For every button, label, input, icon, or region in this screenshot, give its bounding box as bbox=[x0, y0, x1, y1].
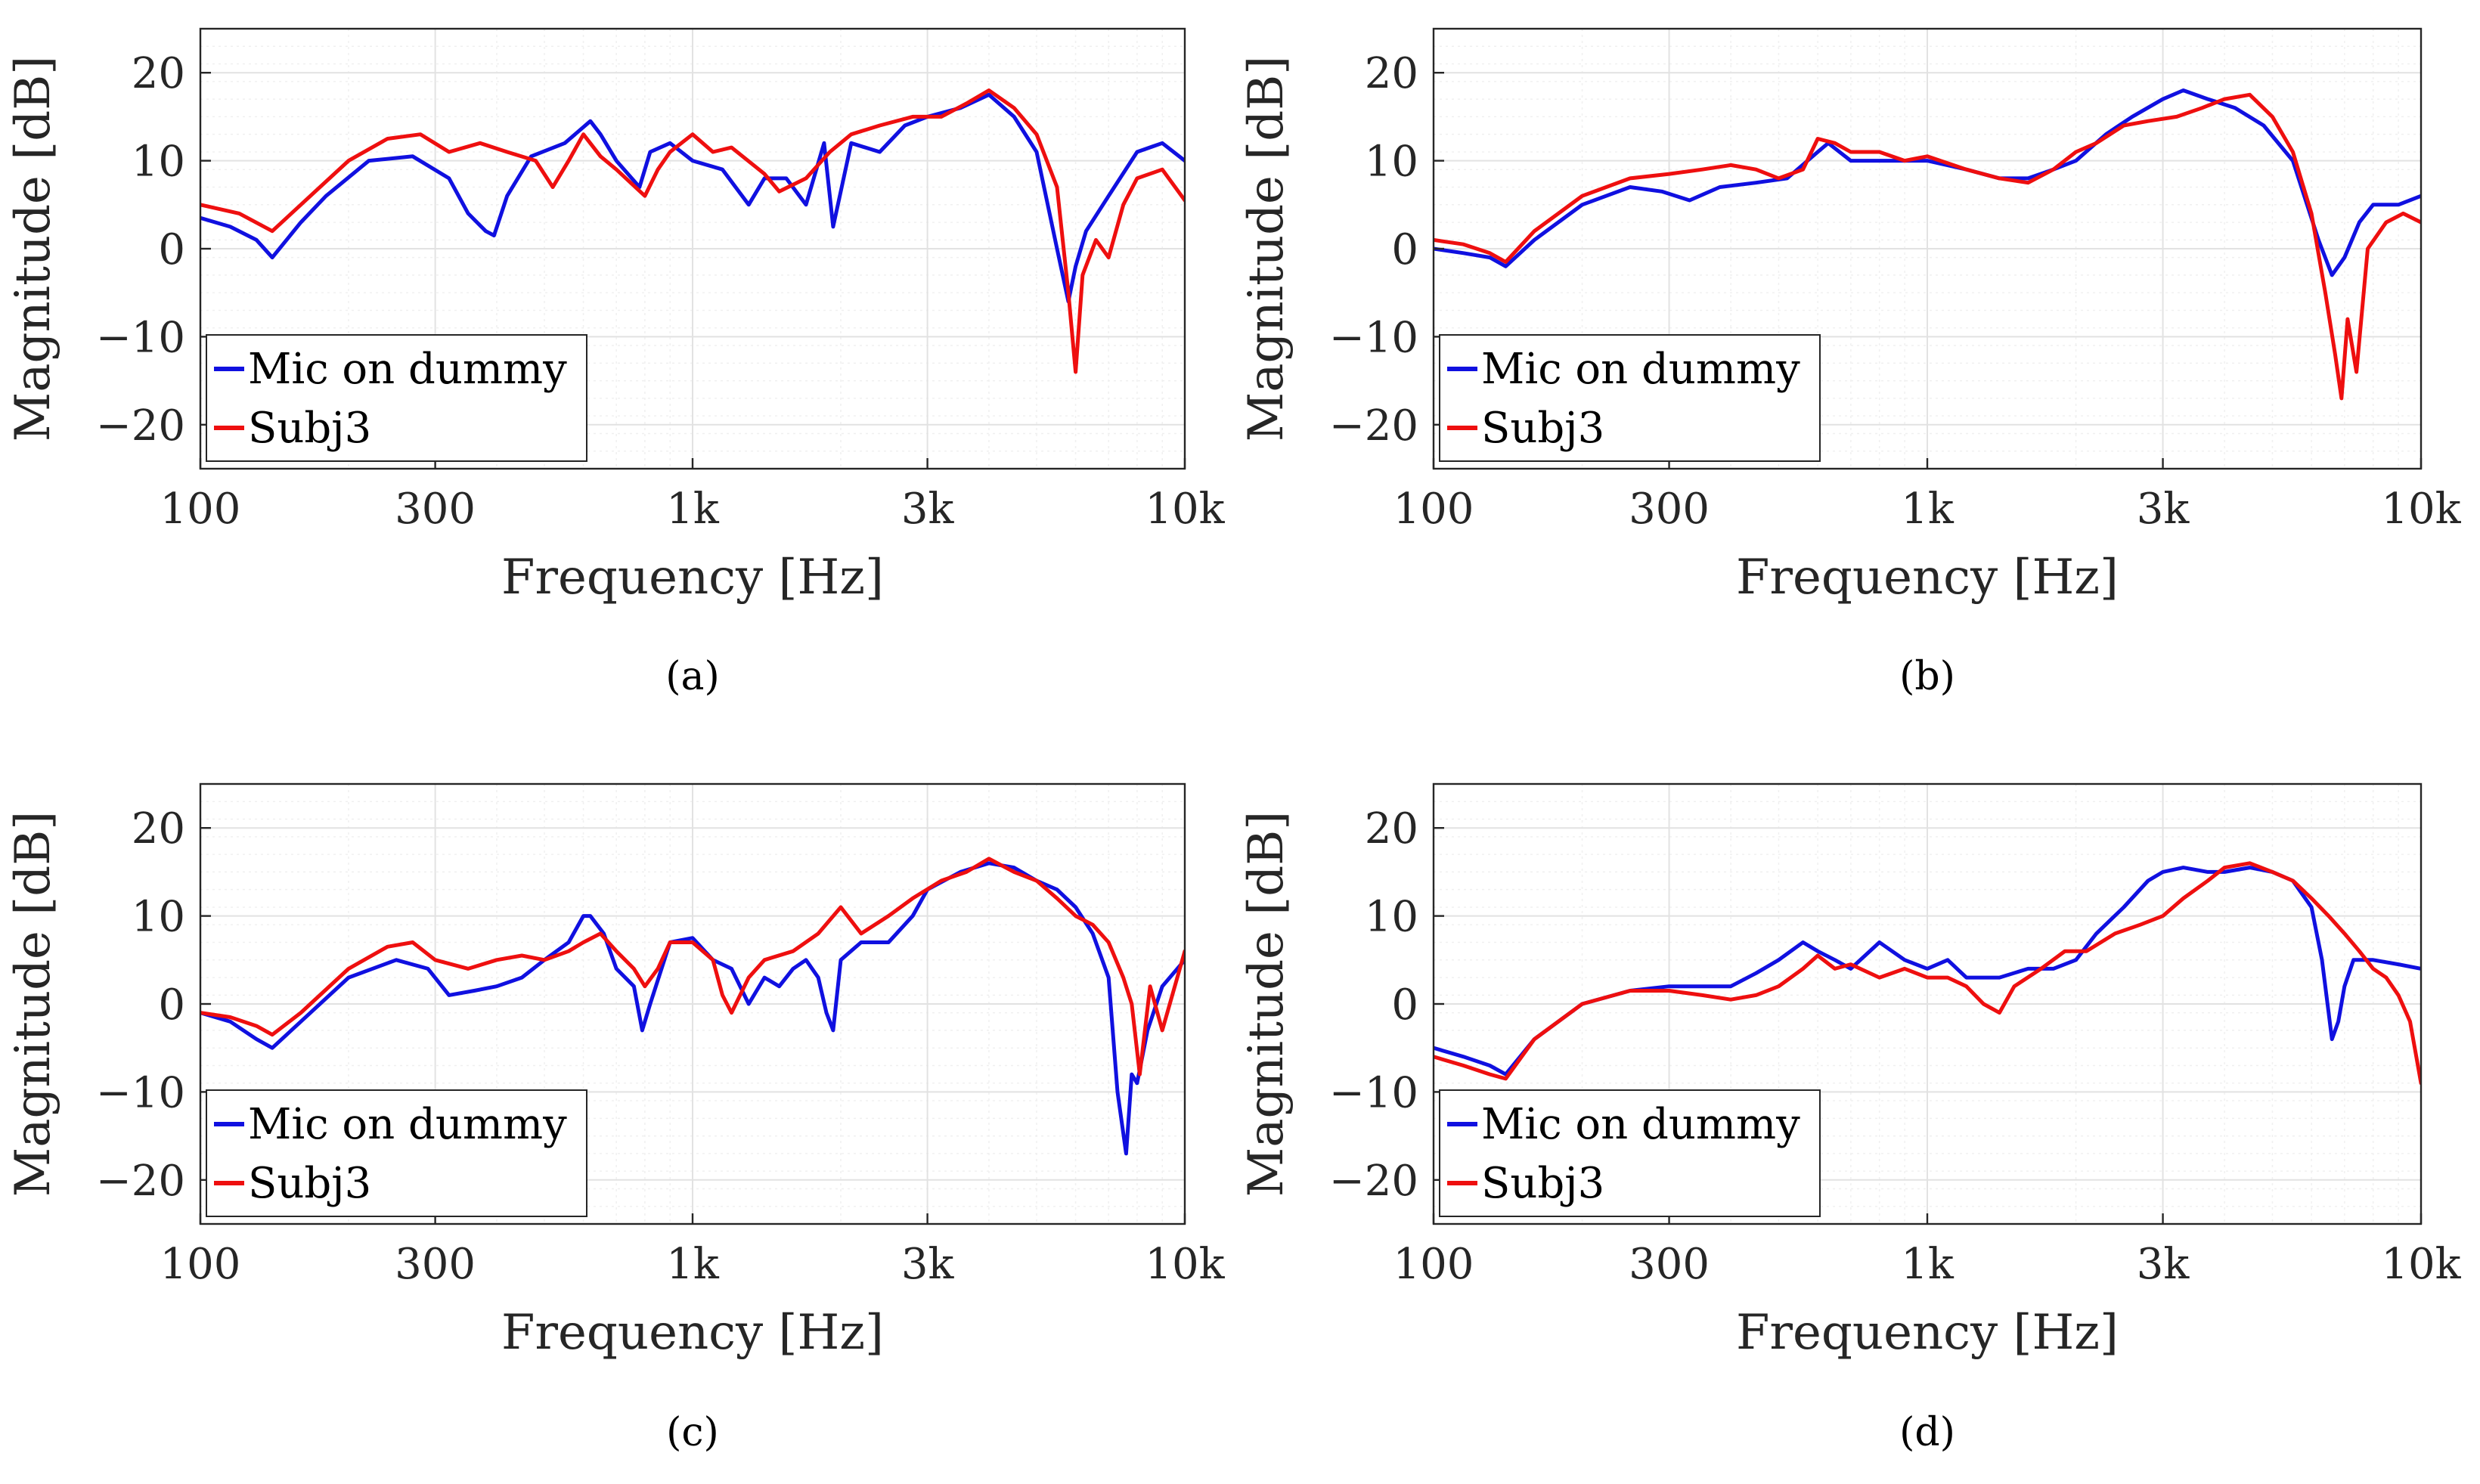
x-tick-label: 10k bbox=[1145, 485, 1225, 534]
x-tick-label: 3k bbox=[901, 485, 955, 534]
x-tick-label: 300 bbox=[1629, 1240, 1710, 1289]
y-tick-label: 10 bbox=[1365, 893, 1418, 942]
legend-label-subj3: Subj3 bbox=[248, 1159, 371, 1208]
x-tick-label: 1k bbox=[1901, 1240, 1955, 1289]
x-tick-label: 100 bbox=[1393, 485, 1474, 534]
y-tick-label: 20 bbox=[1365, 49, 1418, 98]
y-tick-label: 0 bbox=[158, 981, 185, 1030]
x-tick-label: 1k bbox=[666, 1240, 720, 1289]
y-tick-label: −20 bbox=[96, 1157, 185, 1206]
y-tick-label: −20 bbox=[1329, 401, 1418, 451]
legend-box bbox=[206, 334, 587, 462]
y-tick-label: −20 bbox=[96, 401, 185, 451]
series-line-mic-on-dummy bbox=[1434, 866, 2421, 1077]
x-tick-label: 10k bbox=[2381, 485, 2461, 534]
y-tick-label: −20 bbox=[1329, 1157, 1418, 1206]
y-axis-title: Magnitude [dB] bbox=[1238, 811, 1294, 1197]
series-line-subj3 bbox=[1434, 861, 2421, 1086]
panel-caption: (b) bbox=[1899, 654, 1955, 699]
x-tick-label: 100 bbox=[160, 1240, 241, 1289]
panel-caption: (c) bbox=[666, 1410, 719, 1455]
legend-label-mic-on-dummy: Mic on dummy bbox=[248, 345, 567, 394]
x-axis-title: Frequency [Hz] bbox=[501, 1305, 884, 1361]
grid bbox=[1433, 29, 2422, 469]
y-axis-title: Magnitude [dB] bbox=[1238, 56, 1294, 441]
series-line-mic-on-dummy bbox=[200, 92, 1185, 304]
legend-box bbox=[1439, 334, 1821, 462]
x-axis-title: Frequency [Hz] bbox=[1736, 550, 2119, 606]
x-tick-label: 300 bbox=[395, 1240, 476, 1289]
x-axis-title: Frequency [Hz] bbox=[1736, 1305, 2119, 1361]
legend: Mic on dummy Subj3 bbox=[206, 1089, 587, 1217]
x-tick-label: 3k bbox=[2137, 485, 2190, 534]
legend-label-subj3: Subj3 bbox=[248, 404, 371, 453]
x-axis-title: Frequency [Hz] bbox=[501, 550, 884, 606]
y-tick-label: 10 bbox=[132, 893, 185, 942]
y-tick-label: 10 bbox=[1365, 138, 1418, 187]
series-group bbox=[1434, 88, 2421, 401]
y-tick-label: −10 bbox=[1329, 1068, 1418, 1117]
y-tick-label: −10 bbox=[96, 1068, 185, 1117]
legend-label-mic-on-dummy: Mic on dummy bbox=[248, 1100, 567, 1149]
panel-caption: (a) bbox=[665, 654, 720, 699]
legend-box bbox=[1439, 1089, 1821, 1217]
x-tick-label: 1k bbox=[666, 485, 720, 534]
y-tick-label: −10 bbox=[96, 313, 185, 362]
legend: Mic on dummy Subj3 bbox=[1439, 334, 1821, 462]
panel-caption: (d) bbox=[1899, 1410, 1955, 1455]
y-tick-label: 20 bbox=[1365, 804, 1418, 854]
legend-label-mic-on-dummy: Mic on dummy bbox=[1481, 345, 1800, 394]
y-axis-title: Magnitude [dB] bbox=[5, 56, 61, 441]
y-tick-label: 0 bbox=[1391, 981, 1418, 1030]
series-group bbox=[1434, 861, 2421, 1086]
legend-label-subj3: Subj3 bbox=[1481, 1159, 1604, 1208]
y-tick-label: 0 bbox=[1391, 225, 1418, 274]
y-tick-label: 20 bbox=[132, 49, 185, 98]
x-tick-label: 3k bbox=[2137, 1240, 2190, 1289]
x-tick-label: 10k bbox=[1145, 1240, 1225, 1289]
legend-box bbox=[206, 1089, 587, 1217]
series-group bbox=[200, 857, 1185, 1156]
series-line-subj3 bbox=[200, 88, 1185, 374]
y-axis-title: Magnitude [dB] bbox=[5, 811, 61, 1197]
x-tick-label: 300 bbox=[395, 485, 476, 534]
x-tick-label: 1k bbox=[1901, 485, 1955, 534]
y-tick-label: 10 bbox=[132, 138, 185, 187]
x-tick-label: 10k bbox=[2381, 1240, 2461, 1289]
legend-label-subj3: Subj3 bbox=[1481, 404, 1604, 453]
legend-label-mic-on-dummy: Mic on dummy bbox=[1481, 1100, 1800, 1149]
x-tick-label: 3k bbox=[901, 1240, 955, 1289]
x-tick-label: 300 bbox=[1629, 485, 1710, 534]
series-line-subj3 bbox=[200, 857, 1185, 1077]
y-tick-label: 0 bbox=[158, 225, 185, 274]
x-tick-label: 100 bbox=[1393, 1240, 1474, 1289]
legend: Mic on dummy Subj3 bbox=[1439, 1089, 1821, 1217]
x-tick-label: 100 bbox=[160, 485, 241, 534]
series-line-subj3 bbox=[1434, 92, 2421, 401]
y-tick-label: −10 bbox=[1329, 313, 1418, 362]
y-tick-label: 20 bbox=[132, 804, 185, 854]
legend: Mic on dummy Subj3 bbox=[206, 334, 587, 462]
series-group bbox=[200, 88, 1185, 374]
series-line-mic-on-dummy bbox=[200, 861, 1185, 1156]
